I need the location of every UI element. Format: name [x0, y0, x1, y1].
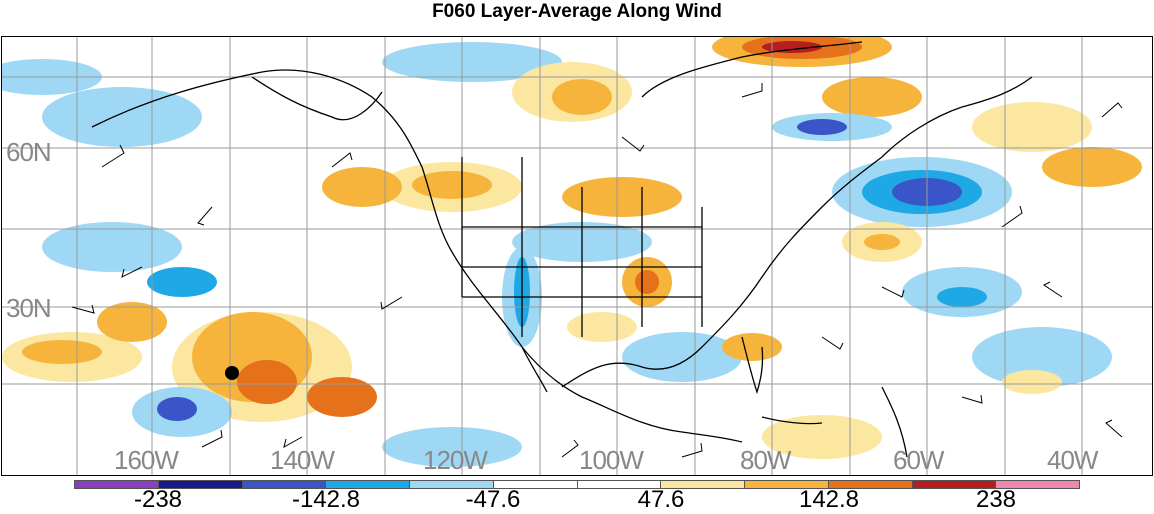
- lon-label-80w: 80W: [740, 445, 791, 475]
- chart-title: F060 Layer-Average Along Wind: [432, 1, 722, 22]
- colorbar-label-238: 238: [975, 486, 1017, 513]
- wind-barbs: [71, 83, 1123, 458]
- lon-label-40w: 40W: [1047, 445, 1098, 475]
- lon-label-120w: 120W: [423, 445, 488, 475]
- lat-label-30n: 30N: [6, 293, 52, 323]
- colorbar-segment-5: [493, 481, 578, 488]
- colorbar-label-neg142-8: -142.8: [291, 486, 361, 513]
- weather-map: 60N 30N 160W 140W 120W 100W 80W 60W 40W: [1, 36, 1153, 476]
- colorbar-label-neg47-6: -47.6: [465, 486, 521, 513]
- storm-center-dot: [225, 366, 239, 380]
- colorbar-label-142-8: 142.8: [798, 486, 860, 513]
- colorbar-segment-7: [661, 481, 745, 488]
- lon-label-140w: 140W: [270, 445, 335, 475]
- map-canvas: [2, 37, 1152, 475]
- shading-layer: [2, 37, 1142, 467]
- colorbar-segment-4: [410, 481, 494, 488]
- colorbar-segment-0: [75, 481, 159, 488]
- colorbar-segment-3: [326, 481, 410, 488]
- color-scale-bar: [74, 480, 1080, 489]
- colorbar-segment-9: [828, 481, 913, 488]
- colorbar-segment-11: [996, 481, 1079, 488]
- lon-label-100w: 100W: [579, 445, 644, 475]
- coastlines: [91, 41, 1033, 458]
- lat-label-60n: 60N: [6, 137, 52, 167]
- lon-label-160w: 160W: [114, 445, 179, 475]
- colorbar-label-47-6: 47.6: [637, 486, 685, 513]
- grid-lines: [2, 37, 1152, 475]
- lon-label-60w: 60W: [893, 445, 944, 475]
- colorbar-segment-6: [577, 481, 662, 488]
- colorbar-segment-1: [158, 481, 243, 488]
- colorbar-label-neg238: -238: [133, 486, 183, 513]
- colorbar-segment-8: [745, 481, 829, 488]
- colorbar-segment-10: [912, 481, 997, 488]
- colorbar-segment-2: [242, 481, 327, 488]
